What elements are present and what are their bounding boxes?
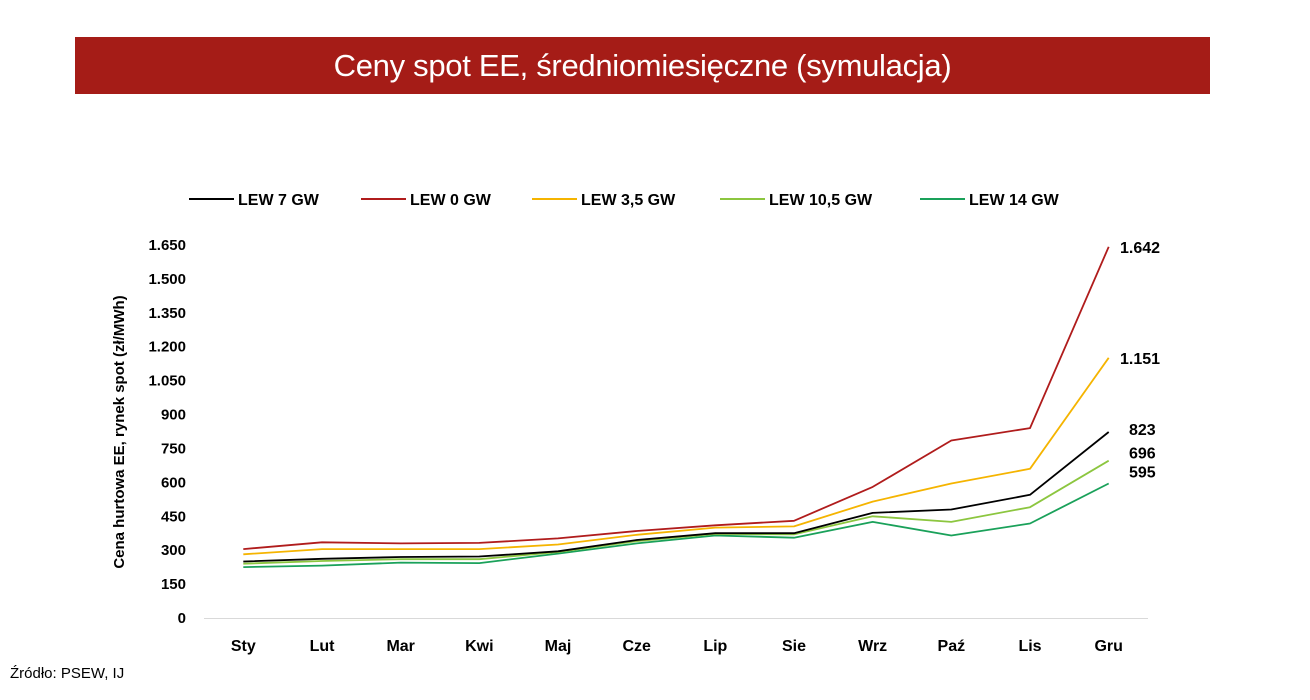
y-tick-label: 300 — [161, 542, 186, 559]
y-tick-label: 1.200 — [148, 339, 186, 356]
x-tick-label: Kwi — [465, 638, 493, 655]
chart-title: Ceny spot EE, średniomiesięczne (symulac… — [333, 47, 952, 83]
title-banner: Ceny spot EE, średniomiesięczne (symulac… — [75, 37, 1210, 94]
source-note: Źródło: PSEW, IJ — [10, 665, 125, 682]
data-label: 823 — [1129, 422, 1156, 439]
series-line — [243, 246, 1110, 550]
data-label: 696 — [1129, 446, 1156, 463]
legend-label: LEW 0 GW — [410, 192, 492, 209]
y-tick-label: 450 — [161, 508, 186, 525]
legend-label: LEW 14 GW — [969, 192, 1060, 209]
y-tick-label: 150 — [161, 576, 186, 593]
y-tick-label: 600 — [161, 474, 186, 491]
y-tick-label: 1.500 — [148, 271, 186, 288]
x-tick-label: Sty — [231, 638, 256, 655]
legend-label: LEW 3,5 GW — [581, 192, 676, 209]
y-tick-label: 900 — [161, 407, 186, 424]
x-tick-label: Maj — [545, 638, 572, 655]
x-tick-label: Wrz — [858, 638, 887, 655]
x-tick-label: Lis — [1018, 638, 1041, 655]
y-tick-label: 0 — [178, 610, 186, 627]
y-tick-label: 1.350 — [148, 305, 186, 322]
x-tick-label: Gru — [1094, 638, 1122, 655]
y-tick-label: 1.050 — [148, 373, 186, 390]
x-tick-label: Cze — [622, 638, 651, 655]
legend-label: LEW 10,5 GW — [769, 192, 873, 209]
data-label: 595 — [1129, 464, 1156, 481]
y-axis-title: Cena hurtowa EE, rynek spot (zł/MWh) — [111, 295, 128, 568]
y-tick-label: 750 — [161, 440, 186, 457]
series-line — [243, 482, 1110, 568]
y-tick-label: 1.650 — [148, 237, 186, 254]
x-tick-label: Mar — [386, 638, 414, 655]
series-line — [243, 431, 1110, 563]
x-tick-label: Sie — [782, 638, 806, 655]
x-tick-label: Lut — [310, 638, 336, 655]
x-tick-label: Lip — [703, 638, 727, 655]
series-line — [243, 357, 1110, 556]
data-label: 1.642 — [1120, 240, 1160, 257]
legend-label: LEW 7 GW — [238, 192, 320, 209]
data-label: 1.151 — [1120, 351, 1160, 368]
x-tick-label: Paź — [938, 638, 966, 655]
